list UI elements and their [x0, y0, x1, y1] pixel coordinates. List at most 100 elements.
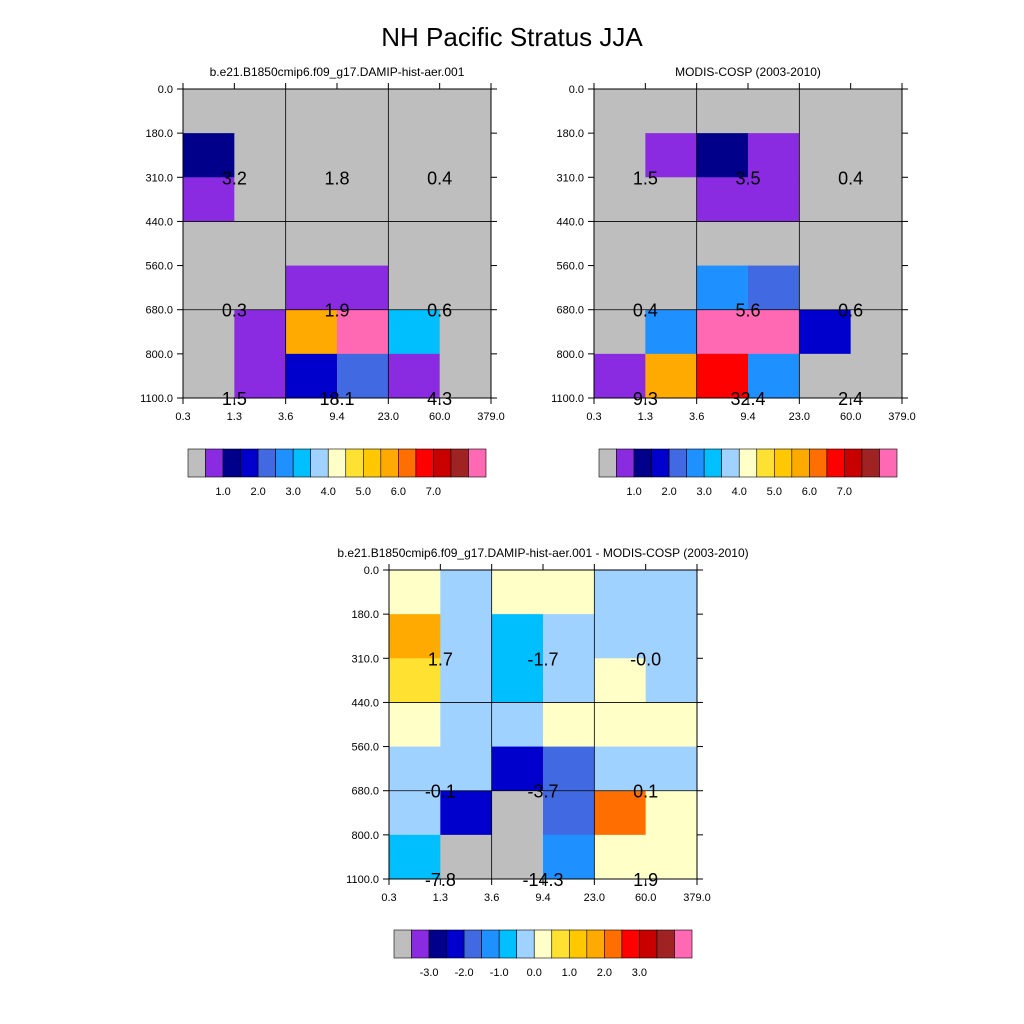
heatmap-cell [748, 265, 800, 311]
y-tick-label: 440.0 [351, 697, 379, 709]
x-tick-label: 379.0 [888, 411, 916, 423]
heatmap-cell [183, 309, 235, 355]
y-tick-label: 560.0 [351, 742, 379, 754]
heatmap-cell [234, 265, 287, 311]
colorbar-label: 6.0 [802, 486, 817, 498]
heatmap-cell [594, 353, 646, 399]
cell-value-label: 1.5 [222, 389, 247, 409]
heatmap-cell [491, 658, 544, 703]
colorbar-swatch [310, 448, 329, 478]
heatmap-cell [234, 89, 287, 134]
heatmap-cell [183, 353, 235, 399]
heatmap-cell [850, 353, 903, 399]
colorbar-swatch [826, 448, 845, 478]
colorbar-swatch [292, 448, 312, 478]
cell-value-label: 9.3 [633, 389, 658, 409]
heatmap-cell [645, 89, 698, 134]
heatmap-cell [645, 570, 698, 615]
colorbar-swatch [738, 448, 758, 478]
cell-value-label: -1.7 [527, 649, 558, 669]
colorbar-swatch [205, 448, 224, 478]
heatmap-cell [799, 309, 852, 355]
cell-value-label: -0.0 [630, 649, 661, 669]
heatmap-cell [748, 353, 800, 399]
heatmap-cell [645, 746, 698, 792]
cell-value-label: 32.4 [730, 389, 765, 409]
heatmap-cell [337, 353, 389, 399]
colorbar-swatch [686, 448, 705, 478]
colorbar-swatch [656, 929, 675, 959]
x-tick-label: 379.0 [477, 411, 505, 423]
heatmap-cell [645, 658, 698, 703]
y-tick-label: 800.0 [556, 349, 584, 361]
heatmap-cell [799, 177, 852, 222]
x-tick-label: 1.3 [638, 411, 653, 423]
heatmap-cell [234, 309, 287, 355]
heatmap-cell [594, 265, 646, 311]
heatmap-cell [439, 133, 492, 178]
colorbar-swatch [616, 448, 635, 478]
heatmap-cell [285, 309, 338, 355]
heatmap-cell [645, 133, 698, 178]
colorbar-swatch [551, 929, 570, 959]
y-tick-label: 680.0 [145, 305, 173, 317]
heatmap-cell [389, 614, 441, 659]
x-tick-label: 23.0 [584, 892, 605, 904]
heatmap-cell [440, 790, 493, 836]
x-tick-label: 9.4 [329, 411, 344, 423]
heatmap-cell [594, 614, 647, 659]
heatmap-cell [850, 265, 903, 311]
heatmap-cell [543, 834, 595, 880]
heatmap-cell [645, 265, 698, 311]
cell-value-label: -7.8 [425, 870, 456, 890]
colorbar-label: 3.0 [286, 486, 301, 498]
heatmap-cell [748, 133, 800, 178]
colorbar-label: 7.0 [837, 486, 852, 498]
colorbar-swatch [411, 929, 430, 959]
cell-value-label: 1.9 [633, 870, 658, 890]
colorbar-swatch [481, 929, 500, 959]
heatmap-cell [594, 570, 647, 615]
heatmap-cell [388, 177, 441, 222]
x-tick-label: 3.6 [689, 411, 704, 423]
heatmap-cell [389, 790, 441, 836]
y-tick-label: 560.0 [145, 261, 173, 273]
cell-value-label: -3.7 [527, 782, 558, 802]
heatmap-cell [183, 265, 235, 311]
cell-value-label: 1.8 [324, 168, 349, 188]
colorbar-swatch [463, 929, 482, 959]
y-tick-label: 180.0 [556, 128, 584, 140]
heatmap-cell [594, 702, 647, 748]
heatmap-cell [543, 790, 595, 836]
colorbar-swatch [773, 448, 793, 478]
heatmap-cell [491, 746, 544, 792]
heatmap-cell [594, 133, 646, 178]
heatmap-cell [491, 570, 544, 615]
heatmap-cell [337, 309, 389, 355]
heatmap-cell [696, 265, 749, 311]
y-tick-label: 680.0 [351, 786, 379, 798]
heatmap-cell [285, 221, 338, 267]
heatmap-cell [594, 221, 646, 267]
x-tick-label: 23.0 [789, 411, 810, 423]
x-tick-label: 3.6 [278, 411, 293, 423]
colorbar-swatch [844, 448, 863, 478]
colorbar-swatch [639, 929, 658, 959]
x-tick-label: 379.0 [683, 892, 711, 904]
heatmap-cell [234, 133, 287, 178]
heatmap-cell [543, 614, 595, 659]
colorbar-swatch [879, 448, 898, 478]
colorbar-swatch [598, 448, 617, 478]
colorbar-label: 3.0 [697, 486, 712, 498]
cell-value-label: 0.1 [633, 782, 658, 802]
x-tick-label: 1.3 [433, 892, 448, 904]
colorbar-swatch [380, 448, 399, 478]
cell-value-label: 5.6 [735, 301, 760, 321]
heatmap-cell [543, 658, 595, 703]
panel-title: b.e21.B1850cmip6.f09_g17.DAMIP-hist-aer.… [210, 65, 465, 79]
panels: b.e21.B1850cmip6.f09_g17.DAMIP-hist-aer.… [140, 65, 916, 979]
colorbar-swatch [533, 929, 553, 959]
colorbar-swatch [674, 929, 693, 959]
cell-value-label: 3.5 [735, 168, 760, 188]
